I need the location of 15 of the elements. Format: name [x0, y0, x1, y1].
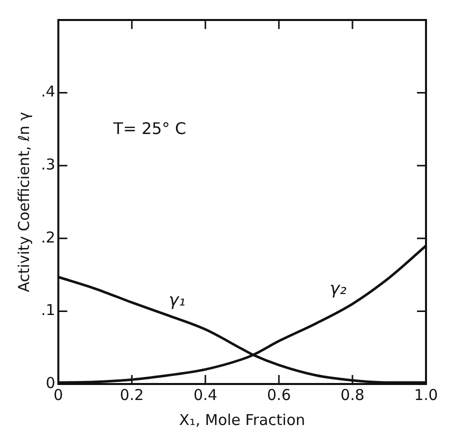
x-tick-label: 1.0: [414, 386, 438, 404]
series-label: γ₂: [330, 278, 347, 299]
y-tick-label: .2: [41, 228, 56, 246]
y-tick-label: .1: [41, 301, 56, 320]
annotation: T= 25° C: [112, 119, 186, 138]
y-axis-title: Activity Coefficient, ℓn γ: [14, 112, 33, 292]
series-label: γ₁: [168, 290, 186, 310]
x-tick-label: 0.4: [193, 386, 218, 404]
x-axis-title: X₁, Mole Fraction: [179, 410, 306, 429]
y-tick-label: .4: [41, 82, 56, 101]
x-tick-label: 0.2: [120, 386, 144, 404]
x-tick-label: 0.6: [266, 386, 291, 404]
y-tick-label: .3: [41, 155, 56, 174]
y-tick-label: 0: [46, 374, 56, 392]
x-tick-label: 0.8: [340, 386, 364, 404]
